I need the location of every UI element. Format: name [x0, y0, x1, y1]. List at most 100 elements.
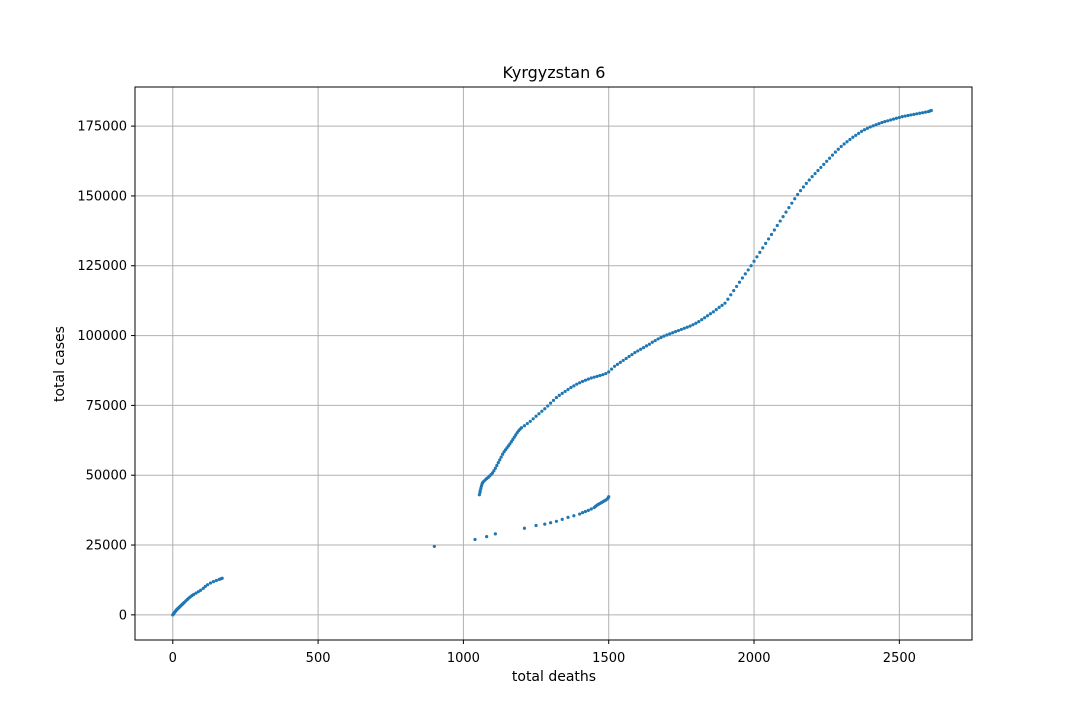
data-point: [784, 210, 788, 214]
data-point: [746, 268, 750, 272]
data-point: [615, 362, 620, 366]
data-point: [493, 532, 497, 536]
data-point: [589, 507, 593, 511]
data-point: [201, 586, 205, 590]
y-tick-label: 75000: [86, 399, 127, 414]
data-point: [639, 347, 643, 351]
data-point: [833, 150, 838, 154]
data-point: [778, 219, 782, 223]
data-point: [644, 344, 649, 348]
data-points: [171, 108, 933, 617]
data-point: [801, 185, 806, 189]
data-point: [572, 384, 576, 388]
data-point: [781, 214, 785, 219]
data-point: [522, 526, 527, 530]
data-point: [630, 352, 634, 357]
data-point: [522, 424, 527, 428]
data-point: [822, 162, 826, 166]
data-point: [697, 320, 701, 324]
data-point: [723, 301, 727, 305]
data-point: [717, 305, 721, 309]
data-point: [740, 276, 745, 280]
data-point: [519, 426, 524, 430]
data-point: [871, 124, 875, 128]
x-tick-label: 1000: [447, 651, 480, 666]
data-point: [743, 272, 747, 276]
data-point: [889, 118, 893, 122]
data-point: [498, 458, 502, 462]
data-point: [641, 345, 646, 350]
data-point: [595, 374, 599, 378]
data-point: [540, 409, 544, 413]
data-point: [703, 316, 707, 320]
data-point: [580, 379, 585, 383]
x-tick-label: 2500: [883, 651, 916, 666]
data-point: [682, 326, 686, 330]
data-point: [923, 110, 928, 114]
data-point: [566, 515, 570, 519]
data-point: [575, 382, 579, 386]
data-point: [194, 591, 198, 595]
data-point: [473, 537, 477, 542]
data-point: [531, 417, 535, 421]
y-tick-label: 25000: [86, 539, 127, 554]
data-point: [705, 314, 710, 318]
data-point: [859, 129, 864, 134]
data-point: [839, 144, 843, 149]
data-point: [662, 334, 666, 338]
data-point: [708, 312, 713, 316]
data-point: [653, 338, 657, 343]
x-tick-label: 2000: [737, 651, 770, 666]
data-point: [528, 419, 532, 423]
data-point: [737, 280, 742, 284]
data-point: [886, 119, 890, 123]
data-point: [673, 330, 678, 334]
data-point: [534, 414, 538, 418]
data-point: [752, 259, 756, 263]
data-point: [601, 373, 605, 377]
data-point: [650, 340, 654, 344]
data-point: [624, 356, 628, 361]
data-point: [810, 175, 814, 179]
data-point: [819, 165, 823, 170]
data-point: [679, 327, 683, 332]
data-point: [676, 328, 681, 333]
data-point: [580, 511, 585, 515]
data-point: [880, 120, 884, 125]
data-point: [534, 523, 538, 528]
data-point: [618, 360, 622, 364]
y-tick-label: 150000: [77, 189, 127, 204]
data-point: [807, 178, 811, 182]
data-point: [857, 131, 861, 135]
data-point: [929, 108, 933, 113]
data-point: [560, 391, 564, 395]
y-axis-label: total cases: [52, 326, 68, 402]
data-point: [543, 522, 547, 526]
data-point: [537, 412, 541, 416]
data-point: [546, 404, 550, 408]
data-point: [729, 293, 733, 297]
data-point: [694, 321, 698, 325]
data-point: [566, 387, 570, 392]
data-point: [726, 297, 730, 301]
data-point: [206, 583, 210, 587]
data-point: [621, 358, 625, 363]
data-point: [830, 153, 835, 157]
data-point: [787, 206, 791, 210]
data-point: [492, 469, 496, 473]
data-point: [854, 133, 858, 137]
data-point: [192, 592, 196, 597]
data-point: [891, 117, 896, 121]
data-point: [610, 367, 614, 371]
data-point: [798, 189, 803, 193]
data-point: [749, 264, 753, 268]
data-point: [903, 114, 907, 118]
grid-lines: [135, 87, 972, 640]
data-point: [761, 246, 765, 250]
data-point: [589, 376, 593, 380]
data-point: [208, 581, 213, 585]
data-point: [496, 461, 500, 465]
data-point: [827, 156, 832, 160]
data-point: [874, 123, 878, 127]
